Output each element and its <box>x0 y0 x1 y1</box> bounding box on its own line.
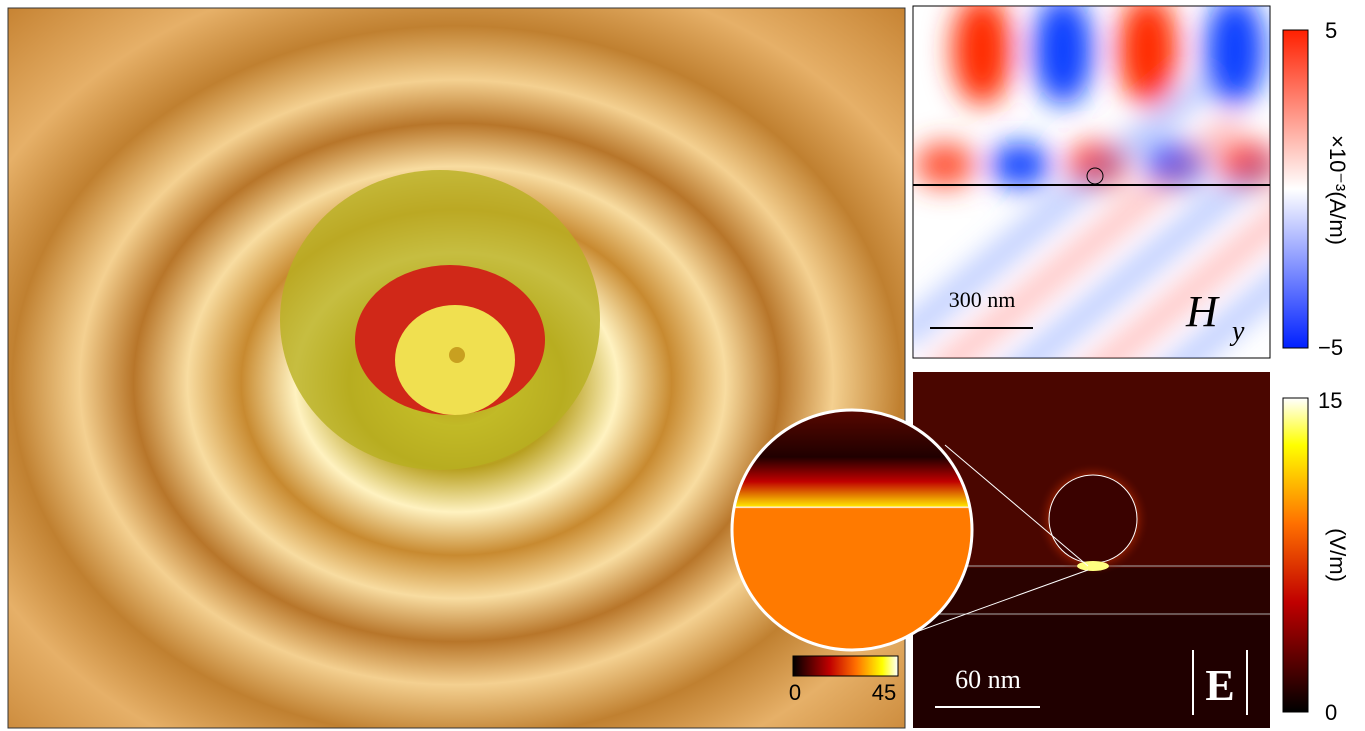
shape-ellipse <box>1077 561 1109 571</box>
e-panel: 60 nm E 15 0 (V/m) <box>913 372 1350 728</box>
shape-ellipse <box>1033 0 1093 105</box>
scale-bar: 60 nm <box>955 665 1021 694</box>
field-subscript: y <box>1229 316 1245 347</box>
colorbar-max: 45 <box>872 680 896 705</box>
shape-ellipse <box>1118 0 1178 105</box>
shape-circle <box>1049 475 1137 563</box>
field-symbol: H <box>1185 287 1220 336</box>
colorbar-unit: (V/m) <box>1325 528 1350 582</box>
colorbar-max: 15 <box>1318 388 1342 413</box>
shape-circle <box>449 347 465 363</box>
shape-ellipse <box>1205 0 1265 105</box>
shape-rect <box>1283 30 1308 348</box>
colorbar-min: 0 <box>789 680 801 705</box>
colorbar-min: 0 <box>1325 700 1337 725</box>
colorbar-min: −5 <box>1318 335 1343 360</box>
colorbar-unit: ×10⁻³(A/m) <box>1325 135 1350 245</box>
shape-rect <box>793 656 898 676</box>
shape-ellipse <box>990 143 1050 187</box>
shape-ellipse <box>915 143 975 187</box>
shape-rect <box>1283 398 1308 712</box>
shape-ellipse <box>952 0 1012 105</box>
shape-rect <box>913 568 1270 616</box>
colorbar-max: 5 <box>1325 18 1337 43</box>
scale-bar: 300 nm <box>949 287 1016 312</box>
figure: 0 45 300 nm H y <box>0 0 1365 731</box>
field-symbol: E <box>1205 661 1234 710</box>
